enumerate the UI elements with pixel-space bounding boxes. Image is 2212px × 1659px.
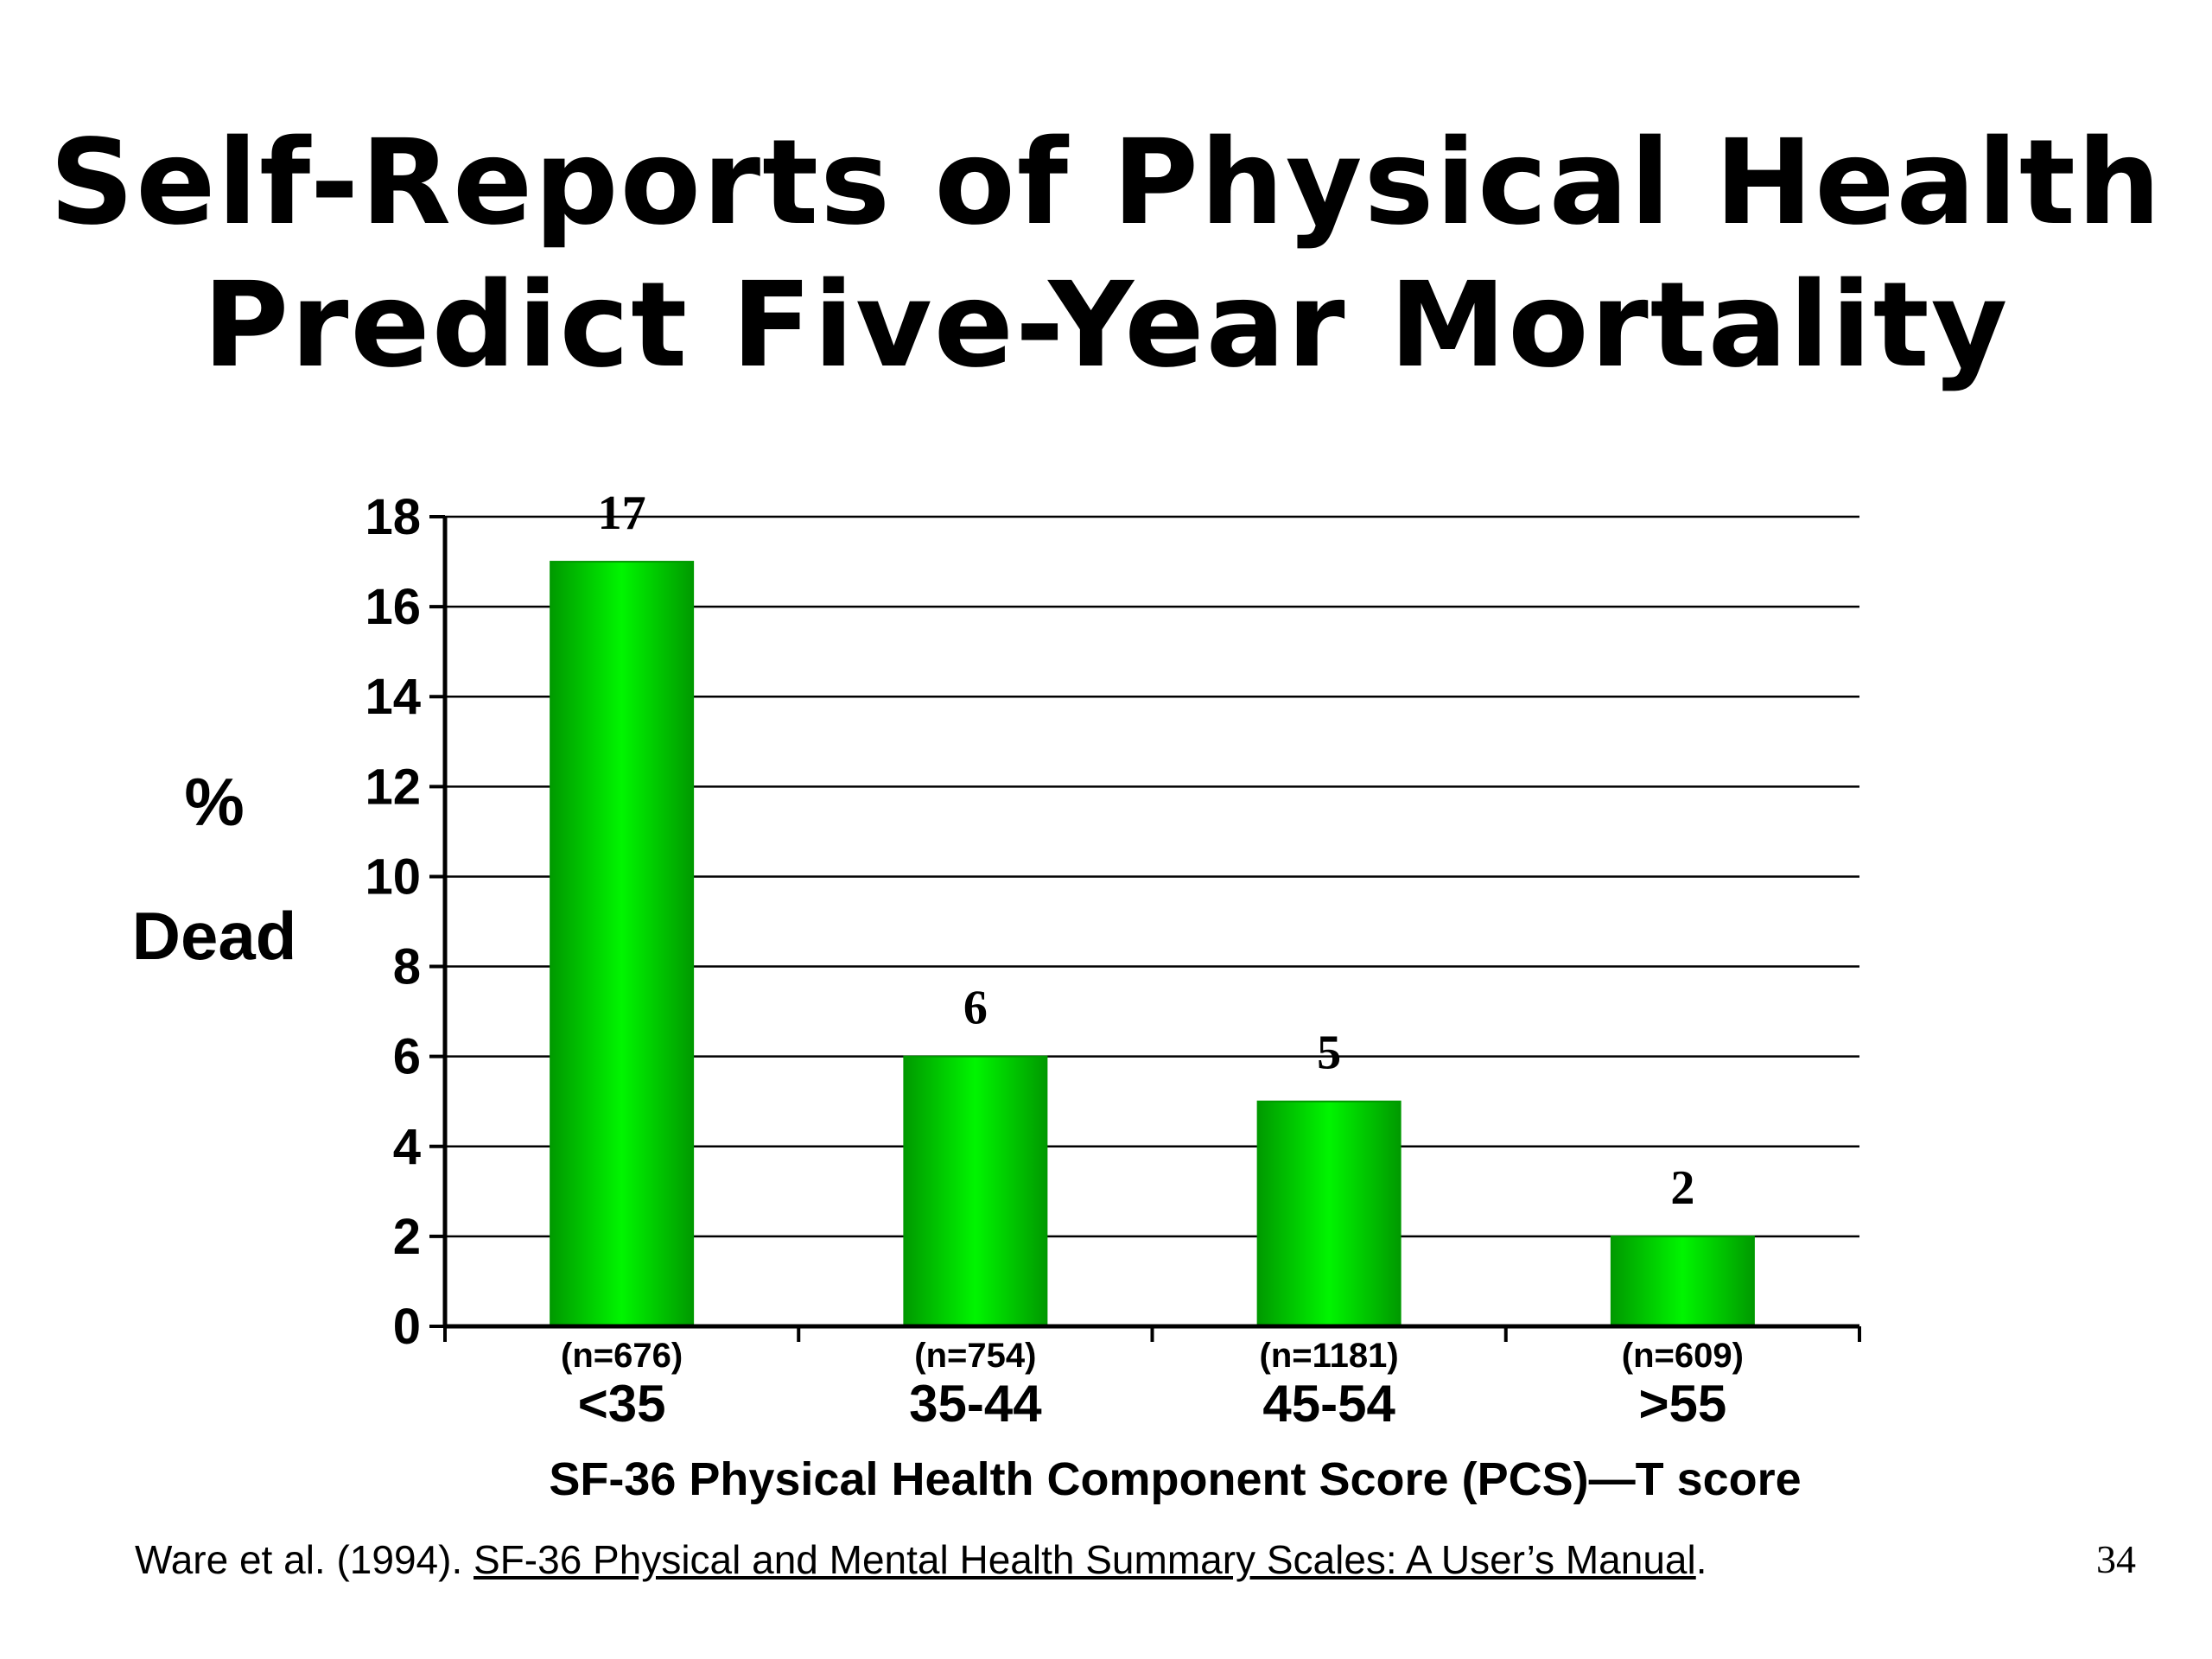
x-tick-label-0: <35 [578,1375,666,1433]
category-count-0: (n=676) [561,1337,683,1375]
category-count-1: (n=754) [914,1337,1036,1375]
bar->55 [1610,1235,1755,1328]
citation-book-link[interactable]: SF-36 Physical and Mental Health Summary… [474,1537,1696,1582]
category-count-3: (n=609) [1622,1337,1744,1375]
x-tick-label-3: >55 [1638,1375,1726,1433]
title-line-2: Predict Five-Year Mortality [202,257,2010,394]
y-tick-label-14: 14 [365,669,421,725]
y-tick-label-4: 4 [393,1119,421,1175]
y-tick-label-2: 2 [393,1209,421,1265]
x-tick-label-1: 35-44 [909,1375,1042,1433]
axes [429,515,1861,1342]
title-line-1: Self-Reports of Physical Health [49,115,2163,251]
y-tick-label-6: 6 [393,1029,421,1085]
bar-<35 [550,561,695,1327]
labels: 0 2 4 6 8 10 12 14 16 18 17 (n=676)<35 6 (n=754)35-44… [132,486,1802,1505]
y-tick-label-18: 18 [365,489,421,545]
category-count-2: (n=1181) [1260,1337,1399,1375]
y-tick-label-8: 8 [393,939,421,995]
y-tick-label-16: 16 [365,579,421,635]
data-label-3: 2 [1670,1161,1694,1215]
citation: Ware et al. (1994). SF-36 Physical and M… [135,1536,1707,1583]
y-tick-label-0: 0 [393,1299,421,1355]
y-tick-label-12: 12 [365,759,421,815]
bars [550,561,1755,1328]
data-label-0: 17 [598,486,646,540]
citation-prefix: Ware et al. (1994). [135,1537,474,1582]
data-label-1: 6 [963,982,988,1035]
y-axis-label-line-2: Dead [132,898,297,974]
bar-45-54 [1256,1100,1402,1327]
x-tick-label-2: 45-54 [1262,1375,1395,1433]
bar-35-44 [903,1055,1048,1327]
slide-title: Self-Reports of Physical Health Predict … [0,112,2212,397]
citation-suffix: . [1695,1537,1707,1582]
y-axis-label-line-1: % [184,764,244,840]
x-axis-label: SF-36 Physical Health Component Score (P… [549,1453,1801,1505]
page-number: 34 [2096,1537,2136,1581]
data-label-2: 5 [1317,1027,1341,1080]
y-tick-label-10: 10 [365,849,421,905]
